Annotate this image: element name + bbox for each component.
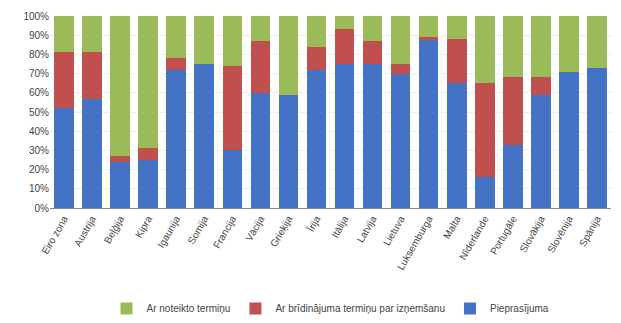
- svg-text:Igaunija: Igaunija: [155, 214, 182, 250]
- svg-text:20%: 20%: [29, 164, 49, 175]
- svg-text:Malta: Malta: [441, 214, 463, 241]
- svg-text:80%: 80%: [29, 49, 49, 60]
- svg-text:Grieķija: Grieķija: [268, 214, 295, 249]
- svg-text:Spānija: Spānija: [577, 214, 603, 249]
- svg-text:Somija: Somija: [186, 214, 211, 246]
- svg-text:Slovēnija: Slovēnija: [545, 214, 575, 255]
- svg-text:Itālija: Itālija: [329, 214, 350, 240]
- svg-text:100%: 100%: [23, 11, 49, 22]
- svg-text:Kipra: Kipra: [133, 214, 154, 240]
- svg-text:Lietuva: Lietuva: [381, 214, 407, 248]
- svg-text:90%: 90%: [29, 30, 49, 41]
- svg-text:50%: 50%: [29, 107, 49, 118]
- svg-text:Francija: Francija: [211, 214, 239, 251]
- svg-text:60%: 60%: [29, 87, 49, 98]
- svg-text:Slovākija: Slovākija: [517, 214, 547, 255]
- svg-text:Īrija: Īrija: [305, 214, 323, 234]
- svg-text:40%: 40%: [29, 126, 49, 137]
- svg-text:Vācija: Vācija: [243, 214, 266, 243]
- svg-text:Ar brīdinājuma termiņu par izņ: Ar brīdinājuma termiņu par izņemšanu: [275, 303, 445, 314]
- svg-text:Luksemburga: Luksemburga: [395, 214, 435, 272]
- svg-text:Eiro zona: Eiro zona: [39, 214, 70, 256]
- svg-text:Austrija: Austrija: [72, 214, 98, 249]
- svg-text:Ar noteikto termiņu: Ar noteikto termiņu: [147, 303, 231, 314]
- svg-text:Latvija: Latvija: [355, 214, 379, 245]
- svg-text:30%: 30%: [29, 145, 49, 156]
- svg-text:Nīderlande: Nīderlande: [457, 214, 491, 262]
- svg-text:70%: 70%: [29, 68, 49, 79]
- svg-text:Beļģija: Beļģija: [101, 213, 127, 245]
- svg-text:Pieprasījuma: Pieprasījuma: [490, 303, 549, 314]
- svg-text:Portugāle: Portugāle: [488, 214, 519, 257]
- svg-text:10%: 10%: [29, 183, 49, 194]
- svg-text:0%: 0%: [35, 203, 50, 214]
